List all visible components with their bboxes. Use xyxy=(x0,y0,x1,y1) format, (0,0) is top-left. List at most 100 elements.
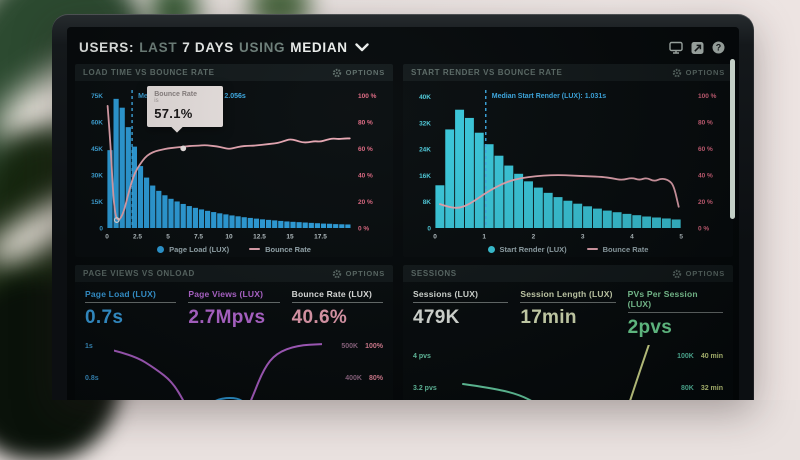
axis-tick: 3.2 pvs xyxy=(413,385,437,392)
svg-text:0: 0 xyxy=(105,234,109,241)
svg-text:0 %: 0 % xyxy=(358,226,369,233)
svg-text:24K: 24K xyxy=(419,147,431,154)
start-render-chart-svg: Median Start Render (LUX): 1.031s 40K 32K 2… xyxy=(419,90,717,241)
metric-value: 479K xyxy=(413,307,460,328)
svg-text:80 %: 80 % xyxy=(358,119,373,126)
title-users: USERS: xyxy=(79,40,135,55)
legend-item-bounce-rate[interactable]: Bounce Rate xyxy=(249,245,311,254)
panel-page-views: PAGE VIEWS VS ONLOAD OPTIONS Page Load (… xyxy=(75,265,393,400)
svg-text:5: 5 xyxy=(166,234,170,241)
gear-icon xyxy=(332,68,341,77)
svg-text:0: 0 xyxy=(99,226,103,233)
metric-label: Page Load (LUX) xyxy=(85,289,157,299)
metric-label: PVs Per Session (LUX) xyxy=(627,289,698,309)
svg-text:15: 15 xyxy=(286,234,294,241)
svg-text:16K: 16K xyxy=(419,173,431,180)
legend-item-bounce-rate[interactable]: Bounce Rate xyxy=(586,244,649,254)
sessions-chart[interactable]: 4 pvs 3.2 pvs 100K 40 min 80K 32 min xyxy=(403,341,733,400)
start-render-chart[interactable]: Median Start Render (LUX): 1.031s 40K 32K 2… xyxy=(403,81,733,241)
title-last: LAST xyxy=(139,40,178,55)
metric-label: Bounce Rate (LUX) xyxy=(291,289,373,299)
axis-tick-pair: 100K 40 min xyxy=(677,353,723,360)
svg-text:Median Start Render (LUX): 1.0: Median Start Render (LUX): 1.031s xyxy=(492,93,606,100)
y-axis-right: 100K 40 min 80K 32 min xyxy=(651,345,723,400)
svg-text:100 %: 100 % xyxy=(698,93,717,100)
chevron-down-icon xyxy=(355,43,369,52)
panel-title: SESSIONS xyxy=(411,269,457,278)
axis-tick-pair: 80K 32 min xyxy=(680,385,723,392)
metric-bounce-rate: Bounce Rate (LUX) 40.6% xyxy=(291,289,383,329)
metric-row: Sessions (LUX) 479K Session Length (LUX)… xyxy=(403,282,733,341)
panel-load-time: LOAD TIME VS BOUNCE RATE OPTIONS Median … xyxy=(75,64,393,257)
svg-text:80 %: 80 % xyxy=(698,119,713,126)
options-button[interactable]: OPTIONS xyxy=(672,269,725,279)
svg-text:8K: 8K xyxy=(423,199,432,206)
gear-icon xyxy=(672,269,681,278)
display-button[interactable] xyxy=(669,41,683,54)
panel-header: SESSIONS OPTIONS xyxy=(403,265,733,282)
title-median: MEDIAN xyxy=(290,40,348,55)
svg-text:7.5: 7.5 xyxy=(194,234,203,241)
metric-underline xyxy=(520,302,616,303)
svg-text:?: ? xyxy=(716,42,722,52)
legend-item-page-load[interactable]: Page Load (LUX) xyxy=(157,245,229,254)
help-button[interactable]: ? xyxy=(712,41,725,54)
legend-item-start-render[interactable]: Start Render (LUX) xyxy=(487,245,567,254)
monitor-icon xyxy=(669,41,683,54)
y-axis-left: 4 pvs 3.2 pvs xyxy=(413,345,451,400)
metric-value: 17min xyxy=(520,307,577,328)
svg-text:15K: 15K xyxy=(91,199,103,206)
svg-text:17.5: 17.5 xyxy=(314,234,327,241)
svg-text:20 %: 20 % xyxy=(698,199,713,206)
title-days: 7 DAYS xyxy=(182,40,234,55)
svg-text:30K: 30K xyxy=(91,172,103,179)
panel-header: START RENDER VS BOUNCE RATE OPTIONS xyxy=(403,64,733,81)
page-title: USERS: LAST 7 DAYS USING MEDIAN xyxy=(79,40,369,55)
svg-text:32K: 32K xyxy=(419,120,431,127)
y-axis-right: 500K 100% 400K 80% xyxy=(322,335,383,400)
svg-text:0: 0 xyxy=(427,226,431,233)
page-views-chart-svg xyxy=(114,343,323,400)
options-label: OPTIONS xyxy=(345,68,385,77)
laptop-screen: USERS: LAST 7 DAYS USING MEDIAN xyxy=(67,27,739,400)
laptop: USERS: LAST 7 DAYS USING MEDIAN xyxy=(52,14,754,400)
date-range-dropdown[interactable] xyxy=(355,43,369,52)
axis-tick: 1s xyxy=(85,343,93,350)
page-views-chart[interactable]: 1s 0.8s 0.6s 500K 100% 400K 80% xyxy=(75,331,393,400)
options-button[interactable]: OPTIONS xyxy=(672,68,725,78)
metric-page-views: Page Views (LUX) 2.7Mpvs xyxy=(188,289,280,329)
options-button[interactable]: OPTIONS xyxy=(332,68,385,78)
svg-text:40 %: 40 % xyxy=(358,172,373,179)
svg-text:3: 3 xyxy=(581,234,585,241)
metric-label: Page Views (LUX) xyxy=(188,289,264,299)
share-button[interactable] xyxy=(691,41,704,54)
metric-pvs-per-session: PVs Per Session (LUX) 2pvs xyxy=(627,289,723,339)
panel-sessions: SESSIONS OPTIONS Sessions (LUX) 479K xyxy=(403,265,733,400)
chart-legend: Start Render (LUX) Bounce Rate xyxy=(403,241,733,257)
svg-text:40 %: 40 % xyxy=(698,172,713,179)
load-time-chart-svg: Median Page Load (LUX): 2.056s75K60K45K3… xyxy=(91,90,377,241)
svg-text:1: 1 xyxy=(482,234,486,241)
metric-underline xyxy=(291,302,383,303)
legend-dash-icon xyxy=(249,248,261,250)
legend-dot-icon xyxy=(487,245,495,253)
scrollbar[interactable] xyxy=(730,59,735,219)
metric-page-load: Page Load (LUX) 0.7s xyxy=(85,289,177,329)
options-button[interactable]: OPTIONS xyxy=(332,269,385,279)
help-icon: ? xyxy=(712,41,725,54)
chart-tooltip: Bounce Rate is 57.1% xyxy=(147,86,224,134)
legend-label: Bounce Rate xyxy=(602,244,649,254)
panel-start-render: START RENDER VS BOUNCE RATE OPTIONS Medi… xyxy=(403,64,733,257)
legend-dash-icon xyxy=(586,248,598,250)
svg-text:12.5: 12.5 xyxy=(253,234,266,241)
svg-text:60 %: 60 % xyxy=(358,146,373,153)
axis-tick-pair: 500K 100% xyxy=(341,343,383,350)
legend-label: Bounce Rate xyxy=(265,244,311,254)
metric-label: Session Length (LUX) xyxy=(520,289,613,299)
panel-grid: LOAD TIME VS BOUNCE RATE OPTIONS Median … xyxy=(67,64,739,400)
axis-tick: 0.8s xyxy=(85,375,99,382)
panel-title: LOAD TIME VS BOUNCE RATE xyxy=(83,68,215,77)
panel-title: START RENDER VS BOUNCE RATE xyxy=(411,68,563,77)
load-time-chart[interactable]: Median Page Load (LUX): 2.056s75K60K45K3… xyxy=(75,81,393,241)
svg-text:60K: 60K xyxy=(91,119,103,126)
